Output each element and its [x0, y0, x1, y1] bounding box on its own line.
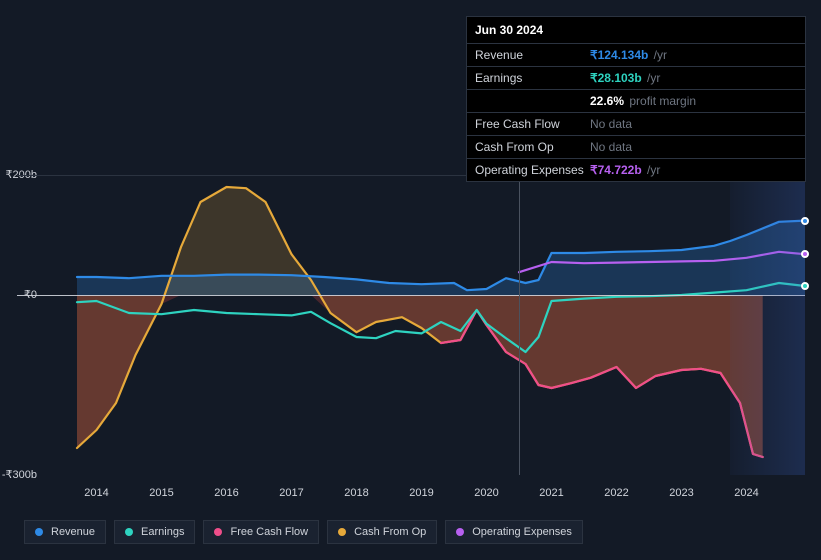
x-axis-label: 2023 — [662, 487, 702, 499]
legend-label: Free Cash Flow — [230, 526, 308, 538]
legend-label: Revenue — [51, 526, 95, 538]
tooltip-row-value: ₹28.103b /yr — [590, 71, 797, 85]
x-axis-label: 2022 — [597, 487, 637, 499]
financials-chart[interactable]: ₹200b₹0-₹300b 20142015201620172018201920… — [17, 159, 805, 511]
tooltip-row: Operating Expenses₹74.722b /yr — [467, 159, 805, 181]
x-axis-label: 2021 — [532, 487, 572, 499]
x-axis-label: 2015 — [142, 487, 182, 499]
legend-swatch — [456, 528, 464, 536]
x-axis-label: 2019 — [402, 487, 442, 499]
tooltip-row-label — [475, 94, 590, 108]
tooltip-row-value: ₹124.134b /yr — [590, 48, 797, 62]
tooltip-row-value: No data — [590, 117, 797, 131]
tooltip-row: Revenue₹124.134b /yr — [467, 44, 805, 67]
legend-operating_expenses[interactable]: Operating Expenses — [445, 520, 583, 544]
x-axis-label: 2020 — [467, 487, 507, 499]
legend-revenue[interactable]: Revenue — [24, 520, 106, 544]
x-axis-label: 2024 — [727, 487, 767, 499]
earnings-terminal-dot — [801, 282, 809, 290]
zero-gridline — [17, 295, 805, 296]
tooltip-row: Cash From OpNo data — [467, 136, 805, 159]
x-axis-label: 2016 — [207, 487, 247, 499]
tooltip-row-label: Earnings — [475, 71, 590, 85]
tooltip-row-label: Revenue — [475, 48, 590, 62]
forecast-band — [730, 175, 805, 475]
legend-label: Operating Expenses — [472, 526, 572, 538]
tooltip-row-value: ₹74.722b /yr — [590, 163, 797, 177]
tooltip-row: Earnings₹28.103b /yr — [467, 67, 805, 90]
tooltip-row-label: Operating Expenses — [475, 163, 590, 177]
tooltip-row: Free Cash FlowNo data — [467, 113, 805, 136]
legend-swatch — [338, 528, 346, 536]
chart-legend: Revenue Earnings Free Cash Flow Cash From O… — [24, 520, 583, 544]
tooltip-row: 22.6% profit margin — [467, 90, 805, 113]
hover-guideline — [519, 175, 520, 475]
legend-swatch — [214, 528, 222, 536]
tooltip-row-label: Cash From Op — [475, 140, 590, 154]
tooltip-row-value: 22.6% profit margin — [590, 94, 797, 108]
chart-tooltip: Jun 30 2024 Revenue₹124.134b /yrEarnings… — [466, 16, 806, 182]
x-axis-label: 2017 — [272, 487, 312, 499]
x-axis-label: 2018 — [337, 487, 377, 499]
tooltip-date: Jun 30 2024 — [467, 17, 805, 44]
legend-earnings[interactable]: Earnings — [114, 520, 195, 544]
legend-free_cash_flow[interactable]: Free Cash Flow — [203, 520, 319, 544]
revenue-terminal-dot — [801, 217, 809, 225]
tooltip-row-label: Free Cash Flow — [475, 117, 590, 131]
legend-label: Earnings — [141, 526, 184, 538]
legend-swatch — [35, 528, 43, 536]
legend-swatch — [125, 528, 133, 536]
operating_expenses-terminal-dot — [801, 250, 809, 258]
legend-label: Cash From Op — [354, 526, 426, 538]
tooltip-row-value: No data — [590, 140, 797, 154]
legend-cash_from_op[interactable]: Cash From Op — [327, 520, 437, 544]
x-axis-label: 2014 — [77, 487, 117, 499]
